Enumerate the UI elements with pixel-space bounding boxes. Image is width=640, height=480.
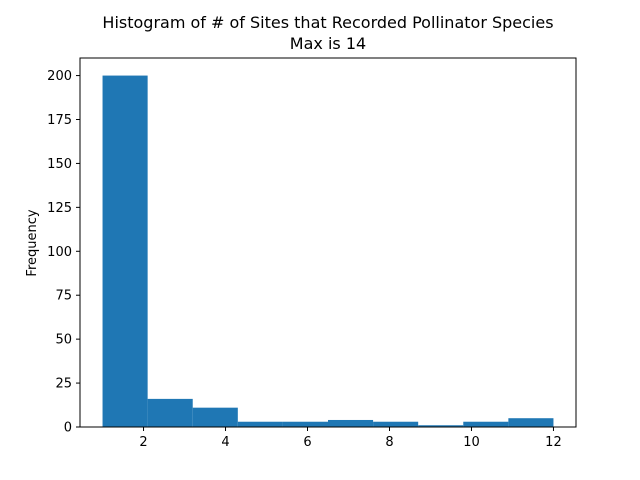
chart-title-line-2: Max is 14: [290, 34, 366, 53]
y-tick-label: 0: [64, 421, 72, 436]
x-axis-ticks: 2 4 6 8 10 12: [139, 427, 562, 450]
y-tick-label: 100: [47, 245, 72, 260]
histogram-bars: [102, 75, 554, 428]
y-tick-label: 200: [47, 69, 72, 84]
x-tick-label: 2: [139, 435, 147, 450]
y-tick-label: 25: [55, 377, 72, 392]
x-tick-label: 6: [303, 435, 311, 450]
histogram-bar: [192, 407, 238, 427]
histogram-bar: [102, 75, 148, 428]
y-tick-label: 125: [47, 201, 72, 216]
y-axis-label: Frequency: [25, 209, 40, 276]
histogram-bar: [418, 425, 464, 427]
histogram-bar: [147, 398, 193, 427]
y-tick-label: 50: [55, 333, 72, 348]
y-tick-label: 175: [47, 113, 72, 128]
histogram-bar: [237, 421, 283, 427]
x-tick-label: 10: [463, 435, 480, 450]
histogram-bar: [508, 418, 554, 427]
histogram-bar: [282, 421, 328, 427]
x-tick-label: 4: [221, 435, 229, 450]
histogram-bar: [373, 421, 419, 427]
y-axis-ticks: 0 25 50 75 100 125 150 175 200: [47, 69, 80, 436]
y-tick-label: 150: [47, 157, 72, 172]
x-tick-label: 8: [385, 435, 393, 450]
plot-frame: [79, 57, 577, 428]
y-tick-label: 75: [55, 289, 72, 304]
histogram-bar: [463, 421, 509, 427]
histogram-bar: [328, 419, 374, 427]
x-tick-label: 12: [545, 435, 562, 450]
chart-title-line-1: Histogram of # of Sites that Recorded Po…: [102, 13, 553, 32]
